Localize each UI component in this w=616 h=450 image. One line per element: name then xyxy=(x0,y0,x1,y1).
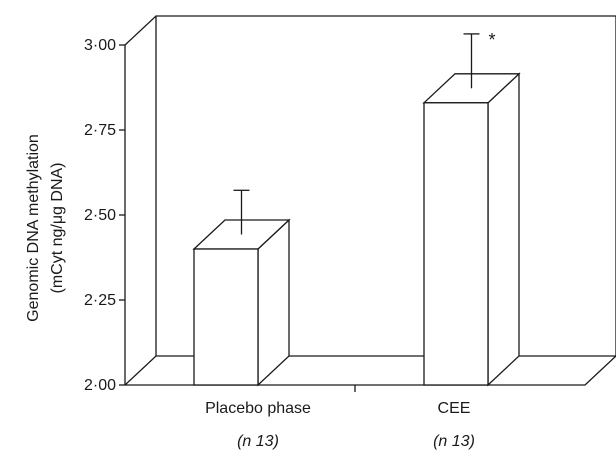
bars: * xyxy=(192,30,521,387)
back-wall-top-edge xyxy=(124,15,616,46)
y-tick-label: 2·25 xyxy=(84,292,116,309)
y-tick-label: 3·00 xyxy=(84,37,116,54)
bar-cee: * xyxy=(422,30,521,387)
y-tick-label: 2·75 xyxy=(84,122,116,139)
y-tick-label: 2·00 xyxy=(84,377,116,394)
y-axis-title-line2: (mCyt ng/μg DNA) xyxy=(49,162,66,293)
floor-front-edge xyxy=(125,355,616,386)
bar-side-face xyxy=(487,72,520,387)
bar-front-face xyxy=(193,248,259,386)
x-category-label: CEE xyxy=(438,400,471,417)
category-labels: Placebo phase (n 13) CEE (n 13) xyxy=(205,400,475,450)
x-category-label: Placebo phase xyxy=(205,400,311,417)
x-category-n-label: (n 13) xyxy=(237,433,279,450)
y-tick-label: 2·50 xyxy=(84,207,116,224)
bar-placebo xyxy=(192,189,291,387)
y-axis-title-line1: Genomic DNA methylation xyxy=(25,134,42,322)
x-category-n-label: (n 13) xyxy=(433,433,475,450)
significance-marker: * xyxy=(489,30,496,50)
y-axis-ticks: 2·00 2·25 2·50 2·75 3·00 xyxy=(84,37,125,394)
bar-front-face xyxy=(423,102,489,386)
